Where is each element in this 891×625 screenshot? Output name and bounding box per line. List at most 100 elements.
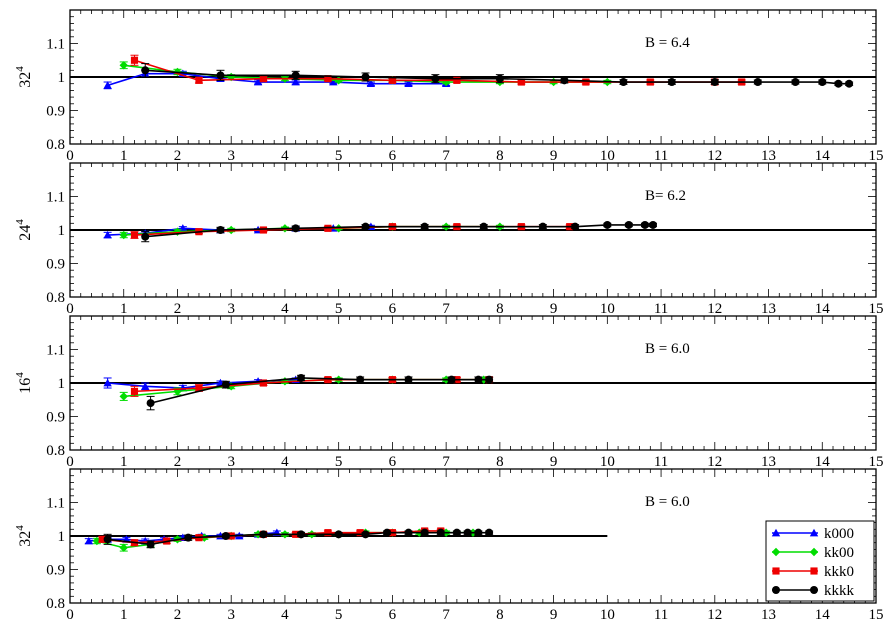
x-tick-label: 3: [227, 607, 235, 623]
data-point-k000: [404, 79, 413, 88]
x-tick-label: 14: [815, 301, 831, 317]
x-tick-label: 11: [654, 301, 668, 317]
data-point-kkkk: [259, 530, 268, 539]
data-point-kkkk: [103, 535, 112, 544]
data-point-kkkk: [404, 375, 413, 384]
x-tick-label: 10: [600, 301, 615, 317]
data-point-kkk0: [98, 535, 106, 543]
legend-marker-kkk0: [810, 567, 818, 575]
x-tick-label: 2: [174, 301, 182, 317]
data-point-kkkk: [495, 74, 504, 83]
y-axis-label: 324: [14, 66, 34, 88]
x-tick-label: 12: [707, 301, 722, 317]
data-point-kkkk: [216, 226, 225, 234]
y-tick-label: 0.9: [46, 410, 65, 426]
data-point-kkkk: [474, 375, 483, 384]
data-point-kkkk: [146, 540, 155, 549]
y-tick-label: 1.1: [46, 37, 65, 53]
x-tick-label: 6: [389, 148, 397, 164]
data-point-kkkk: [216, 71, 225, 80]
x-tick-label: 4: [281, 301, 289, 317]
legend-label-k000: k000: [824, 526, 854, 542]
y-tick-label: 0.9: [46, 563, 65, 579]
y-tick-label: 0.9: [46, 104, 65, 120]
x-tick-label: 14: [815, 454, 831, 470]
data-point-kkkk: [474, 528, 483, 537]
x-tick-label: 9: [550, 148, 558, 164]
data-point-kkkk: [619, 78, 628, 87]
data-point-kk00: [119, 392, 128, 401]
data-point-kkkk: [624, 220, 633, 229]
data-point-kkkk: [297, 530, 306, 539]
data-point-k000: [253, 77, 263, 86]
y-tick-label: 0.9: [46, 257, 65, 273]
x-tick-label: 5: [335, 301, 343, 317]
data-point-kkkk: [818, 78, 827, 87]
data-point-kkkk: [791, 78, 800, 87]
x-tick-label: 13: [761, 148, 776, 164]
data-point-kkkk: [560, 76, 569, 85]
x-tick-label: 1: [120, 148, 128, 164]
data-point-kkkk: [571, 222, 580, 231]
data-point-kkkk: [538, 222, 547, 231]
x-tick-label: 1: [120, 301, 128, 317]
x-tick-label: 13: [761, 301, 776, 317]
x-tick-label: 5: [335, 607, 343, 623]
data-point-kkk0: [195, 384, 203, 392]
x-tick-label: 7: [442, 454, 450, 470]
data-point-kkkk: [291, 71, 300, 80]
panel-annotation: B= 6.2: [645, 188, 686, 204]
x-tick-label: 9: [550, 607, 558, 623]
data-point-kkkk: [603, 220, 612, 229]
data-point-kkkk: [463, 528, 472, 537]
data-point-kkk0: [324, 529, 332, 537]
data-point-kkk0: [356, 529, 364, 537]
legend-marker-kkk0: [772, 567, 780, 575]
y-tick-label: 1.1: [46, 343, 65, 359]
x-tick-label: 12: [707, 148, 722, 164]
data-point-kkkk: [297, 373, 306, 382]
panel-annotation: B = 6.0: [645, 494, 690, 510]
y-tick-label: 1: [58, 376, 66, 392]
data-point-kkkk: [420, 528, 429, 537]
x-tick-label: 4: [281, 148, 289, 164]
data-point-kkkk: [667, 78, 676, 87]
x-tick-label: 8: [496, 607, 504, 623]
y-tick-label: 1: [58, 223, 66, 239]
panel-annotation: B = 6.4: [645, 35, 690, 51]
data-point-kk00: [441, 77, 451, 87]
legend-box: [765, 520, 875, 602]
data-point-kkkk: [452, 528, 461, 537]
legend-label-kk00: kk00: [824, 545, 854, 561]
data-point-kkk0: [259, 226, 268, 234]
legend: k000 kk00 kkk0 kkkk: [765, 520, 875, 602]
y-tick-label: 1.1: [46, 496, 65, 512]
x-tick-label: 6: [389, 607, 397, 623]
data-point-kkkk: [845, 79, 854, 88]
data-point-kkkk: [361, 530, 370, 539]
x-tick-label: 5: [335, 148, 343, 164]
x-tick-label: 9: [550, 301, 558, 317]
data-point-kkkk: [356, 375, 365, 384]
data-point-kkk0: [195, 76, 203, 84]
data-point-kkkk: [834, 79, 843, 88]
x-tick-label: 12: [707, 454, 722, 470]
series-kkkk: [141, 63, 854, 88]
x-tick-label: 1: [120, 607, 128, 623]
data-point-kkk0: [130, 231, 139, 239]
series-line-kkk0: [134, 378, 490, 393]
series-kkkk: [103, 528, 494, 549]
x-tick-label: 11: [654, 607, 668, 623]
data-point-k000: [291, 77, 300, 86]
data-point-kkkk: [431, 74, 440, 83]
x-tick-label: 11: [654, 148, 668, 164]
data-point-kkk0: [582, 78, 590, 86]
x-tick-label: 14: [815, 607, 831, 623]
x-tick-label: 15: [869, 607, 884, 623]
y-tick-label: 0.8: [46, 290, 65, 306]
data-point-kkk0: [259, 75, 268, 83]
y-tick-label: 0.8: [46, 596, 65, 612]
